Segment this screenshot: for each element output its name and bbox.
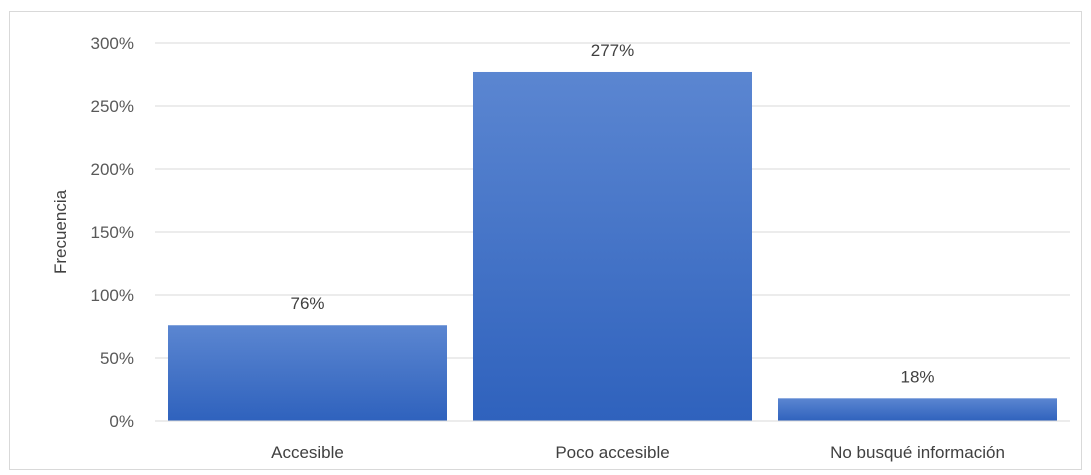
- bar: [473, 71, 752, 421]
- y-tick-label: 300%: [91, 34, 134, 53]
- x-category-label: Accesible: [271, 443, 344, 462]
- y-tick-label: 250%: [91, 97, 134, 116]
- y-axis-ticks: 0% 50% 100% 150% 200% 250% 300%: [91, 34, 134, 431]
- bar-value-label: 277%: [591, 41, 634, 60]
- bar: [778, 398, 1057, 421]
- y-tick-label: 50%: [100, 349, 134, 368]
- y-tick-label: 200%: [91, 160, 134, 179]
- x-category-label: Poco accesible: [555, 443, 669, 462]
- bar: [168, 325, 447, 421]
- data-labels: 76% 277% 18%: [290, 41, 934, 386]
- bar-value-label: 18%: [900, 367, 934, 386]
- y-tick-label: 150%: [91, 223, 134, 242]
- x-axis-categories: Accesible Poco accesible No busqué informa…: [271, 443, 1005, 462]
- x-category-label: No busqué información: [830, 443, 1005, 462]
- bars: [155, 71, 1070, 422]
- y-axis-title: Frecuencia: [51, 189, 70, 274]
- bar-value-label: 76%: [290, 294, 324, 313]
- y-tick-label: 100%: [91, 286, 134, 305]
- y-tick-label: 0%: [109, 412, 134, 431]
